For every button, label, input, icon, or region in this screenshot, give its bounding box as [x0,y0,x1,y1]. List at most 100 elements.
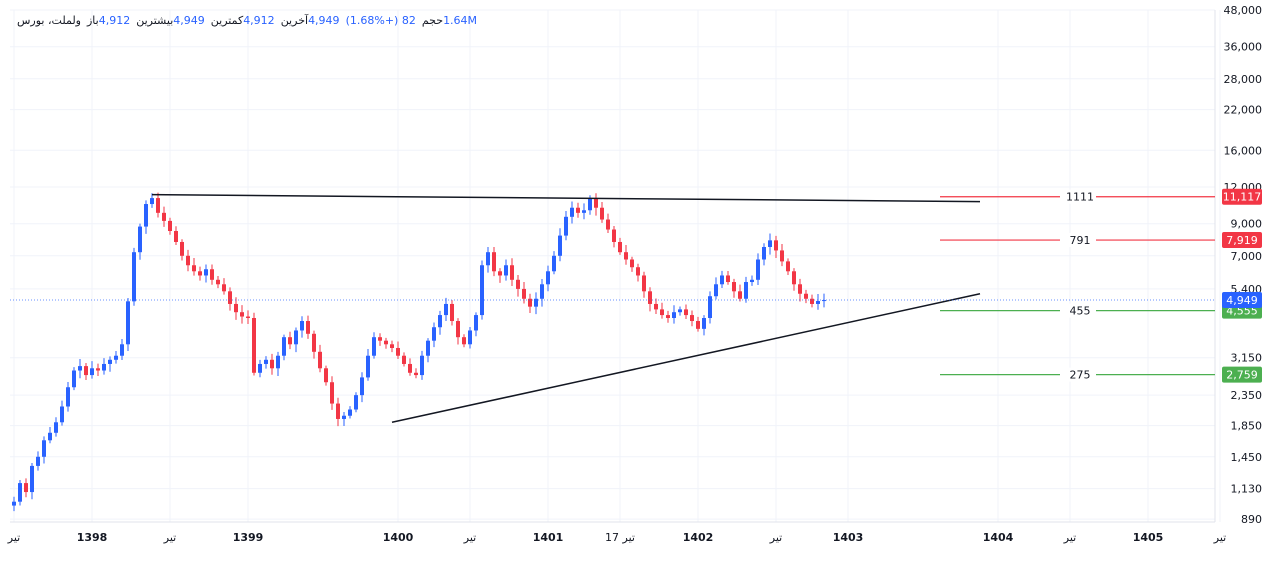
y-tick-label: 1,130 [1231,483,1263,496]
candle-body [60,406,64,423]
candle-body [48,432,52,441]
candle-body [174,231,178,242]
candle-body [612,229,616,242]
candle-body [654,303,658,310]
candle-body [396,347,400,356]
candle-body [270,359,274,369]
candle-body [18,483,22,502]
y-tick-label: 3,150 [1231,352,1263,365]
candle-body [450,303,454,322]
candle-body [36,456,40,466]
candle-body [330,382,334,404]
candle-body [408,363,412,373]
candle-body [666,315,670,319]
candle-body [810,298,814,304]
level-badge [1222,188,1262,205]
candle-body [144,204,148,227]
candle-body [120,344,124,356]
candle-body [222,284,226,292]
candle-body [378,337,382,341]
candle-body [726,275,730,283]
candle-body [156,198,160,213]
level-label-bg [1060,367,1096,382]
candle-body [390,344,394,348]
candle-body [360,377,364,396]
candle-body [54,422,58,433]
candle-body [192,265,196,272]
candle-body [402,355,406,364]
candle-body [240,312,244,317]
candle-body [108,359,112,364]
level-label-bg [1060,189,1096,204]
y-tick-label: 890 [1241,513,1262,526]
candle-body [282,337,286,356]
candle-body [786,261,790,272]
y-tick-label: 7,000 [1231,250,1263,263]
y-tick-label: 22,000 [1224,104,1263,117]
level-label-bg [1060,303,1096,318]
x-tick-label: تیر [769,531,782,544]
candle-body [12,501,16,506]
candle-body [444,303,448,316]
legend-low-label: کمترین [210,14,244,27]
candle-body [96,368,100,371]
candle-body [132,252,136,302]
candle-body [84,366,88,376]
y-tick-label: 16,000 [1224,144,1263,157]
x-tick-label: تیر [1063,531,1076,544]
candle-body [324,368,328,383]
legend-symbol: ولملت، بورس [17,14,81,27]
trendline [391,293,981,424]
candle-body [516,279,520,289]
candle-body [798,284,802,294]
legend-high-value: 4,949 [173,14,205,27]
candle-body [534,298,538,307]
candle-body [606,219,610,230]
x-tick-label: 1403 [833,531,864,544]
candle-body [42,440,46,457]
y-tick-label: 1,850 [1231,420,1263,433]
candle-body [768,240,772,247]
candle-body [720,275,724,285]
candle-body [414,372,418,376]
candle-body [552,255,556,272]
x-tick-label: تیر [463,531,476,544]
candle-body [582,210,586,213]
y-tick-label: 36,000 [1224,41,1263,54]
trendline [151,193,981,203]
y-tick-label: 2,350 [1231,389,1263,402]
candle-body [486,252,490,266]
candle-body [372,337,376,356]
candle-body [702,318,706,329]
candle-body [792,271,796,285]
candle-body [474,315,478,331]
candle-body [648,291,652,304]
candle-body [498,271,502,276]
level-badge-text: 7,919 [1226,234,1258,247]
candle-body [636,267,640,276]
candle-body [162,212,166,221]
x-tick-label: 1404 [983,531,1014,544]
candle-body [600,207,604,220]
last-price-badge-text: 4,949 [1226,294,1258,307]
x-tick-label: 1405 [1133,531,1164,544]
candle-body [342,415,346,419]
candle-body [456,321,460,338]
candle-body [510,265,514,280]
y-tick-label: 9,000 [1231,218,1263,231]
x-tick-label: 1399 [233,531,264,544]
candle-body [804,293,808,299]
candle-body [312,333,316,352]
candle-body [180,241,184,256]
level-badge [1222,232,1262,249]
y-tick-label: 1,450 [1231,451,1263,464]
last-price-badge [1222,292,1262,309]
candle-body [348,409,352,416]
candle-body [336,403,340,419]
candle-body [678,309,682,313]
candle-body [78,366,82,371]
level-badge-text: 11,117 [1223,191,1262,204]
candle-body [426,340,430,356]
